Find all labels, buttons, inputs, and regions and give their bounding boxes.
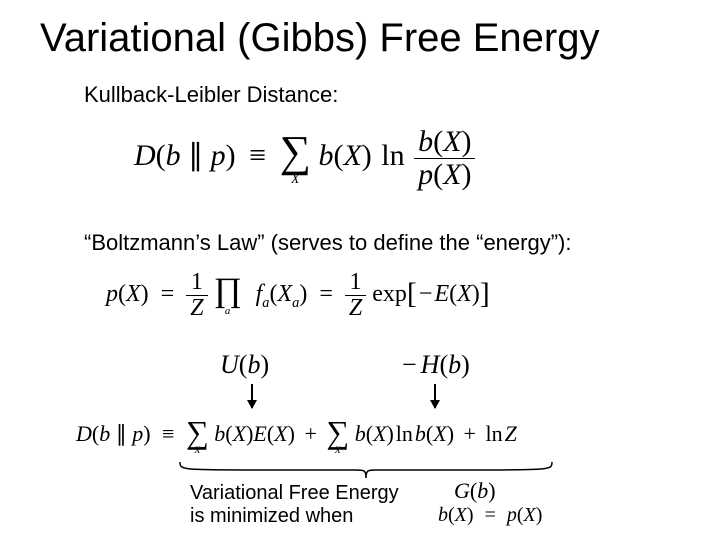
eq1-p: p [211, 139, 226, 172]
eq1-equiv: ≡ [243, 139, 272, 172]
eq1-b: b [166, 139, 181, 172]
bxpx-b: b [438, 504, 448, 526]
eq3-sum1: ∑ X [186, 416, 209, 456]
eq3-equiv: ≡ [156, 421, 180, 446]
eq2-eq2: = [313, 281, 339, 307]
eq3-Z: Z [505, 421, 517, 446]
label-Ub: U(b) [220, 350, 269, 380]
eq1-close: ) [226, 139, 236, 172]
label-Hb-H: H [421, 350, 440, 379]
eq2-one-1: 1 [186, 270, 207, 296]
eq1-den-X: X [443, 158, 461, 191]
eq3-ln2: ln [485, 421, 502, 446]
gb-b: b [477, 478, 488, 503]
eq2-eq1: = [155, 281, 181, 307]
arrow-down-icon [434, 384, 436, 408]
eq1-num-b: b [418, 125, 433, 158]
equation-boltzmann: p(X) = 1 Z ∏ a fa(Xa) = 1 Z exp[−E(X)] [106, 270, 490, 321]
slide: Variational (Gibbs) Free Energy Kullback… [0, 0, 720, 540]
footer-line1: Variational Free Energy [190, 482, 399, 504]
eq1-frac: b(X) p(X) [414, 126, 475, 190]
eq3-sum2: ∑ X [326, 416, 349, 456]
label-minus-Hb: −H(b) [400, 350, 470, 380]
eq3-X4: X [433, 421, 446, 446]
eq3-X2: X [274, 421, 287, 446]
subhead-boltzmann: “Boltzmann’s Law” (serves to define the … [84, 230, 571, 256]
eq1-bX-b: b [318, 139, 333, 172]
eq2-one-2: 1 [345, 270, 366, 296]
eq3-bar: ∥ [110, 421, 132, 446]
label-Ub-b: b [247, 350, 260, 379]
underbrace-icon [178, 460, 554, 480]
footer-line2: is minimized when [190, 505, 353, 527]
eq3-D: D [76, 421, 92, 446]
eq3-b1: b [99, 421, 110, 446]
bxpx-X2: X [524, 504, 536, 526]
bxpx-eq: = [479, 504, 502, 526]
eq1-sum: ∑ X [280, 130, 311, 186]
eq1-num-X: X [443, 125, 461, 158]
eq2-frac2: 1 Z [345, 270, 366, 321]
eq2-minus: − [417, 281, 435, 307]
label-Hb-b: b [448, 350, 461, 379]
eq3-plus1: + [300, 421, 320, 446]
eq2-exp: exp [372, 281, 407, 307]
arrow-down-icon [251, 384, 253, 408]
eq2-prod-sym: ∏ [214, 272, 242, 309]
eq2-X2: X [457, 281, 472, 307]
eq1-den-p: p [418, 158, 433, 191]
eq2-Z-1: Z [186, 296, 207, 321]
eq2-X1: X [126, 281, 141, 307]
subhead-kl: Kullback-Leibler Distance: [84, 82, 338, 108]
eq2-Xa: X [277, 281, 292, 307]
label-Ub-U: U [220, 350, 239, 379]
eq3-X1: X [233, 421, 246, 446]
eq3-b4: b [415, 421, 426, 446]
eq3-p1: p [132, 421, 143, 446]
label-Gb: G(b) [454, 478, 496, 504]
bxpx-p: p [507, 504, 517, 526]
eq3-X3: X [373, 421, 386, 446]
eq3-b2: b [214, 421, 225, 446]
eq2-Z-2: Z [345, 296, 366, 321]
eq3-plus2: + [460, 421, 480, 446]
eq1-sum-sym: ∑ [280, 127, 311, 176]
eq3-ln1: ln [396, 421, 413, 446]
label-Hb-minus: − [400, 350, 419, 379]
eq1-open: ( [156, 139, 166, 172]
eq1-ln: ln [381, 139, 404, 172]
eq2-frac1: 1 Z [186, 270, 207, 321]
bxpx-X1: X [455, 504, 467, 526]
equation-bx-eq-px: b(X) = p(X) [438, 504, 542, 527]
eq1-D: D [134, 139, 156, 172]
eq1-bX-X: X [343, 139, 361, 172]
eq1-bar: ∥ [181, 139, 211, 172]
footer-text: Variational Free Energy is minimized whe… [190, 482, 399, 528]
eq3-b3: b [355, 421, 366, 446]
eq2-p: p [106, 281, 118, 307]
eq3-E: E [253, 421, 266, 446]
eq2-E: E [434, 281, 449, 307]
gb-G: G [454, 478, 470, 503]
equation-kl-distance: D(b ∥ p) ≡ ∑ X b(X) ln b(X) p(X) [134, 126, 475, 190]
slide-title: Variational (Gibbs) Free Energy [40, 16, 600, 61]
eq2-prod: ∏ a [214, 274, 242, 317]
equation-free-energy: D(b ∥ p) ≡ ∑ X b(X)E(X) + ∑ X b(X)lnb(X)… [76, 416, 517, 456]
